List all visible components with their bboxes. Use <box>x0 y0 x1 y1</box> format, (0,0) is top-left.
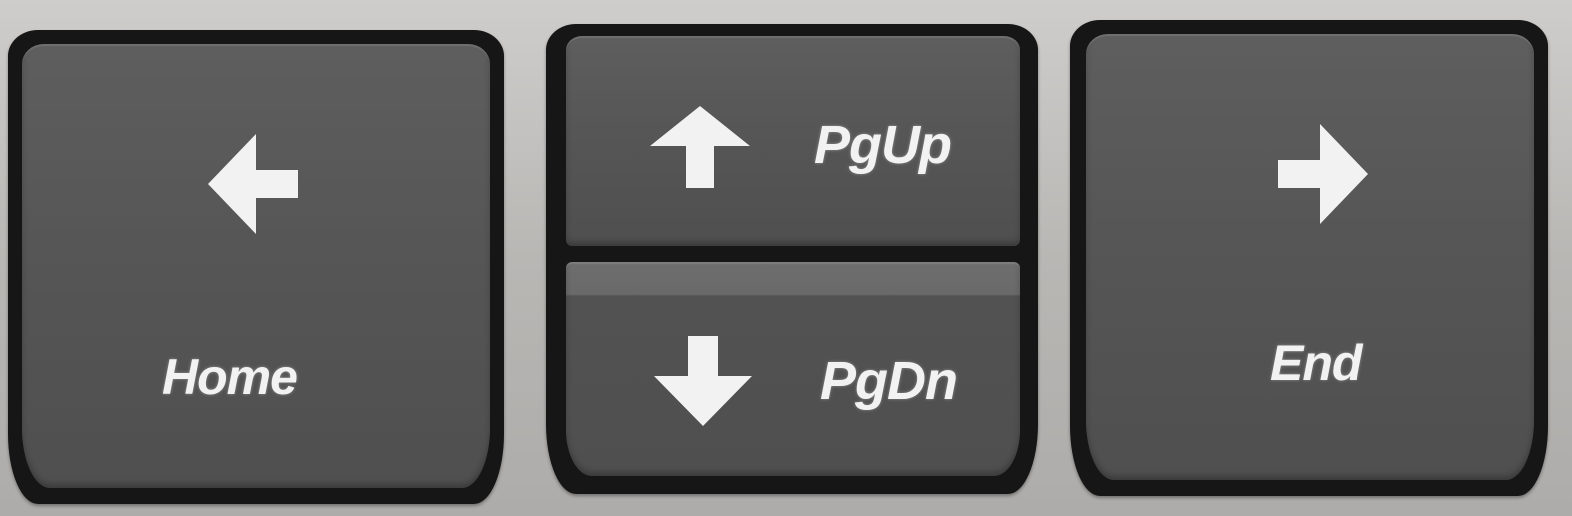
pgup-key[interactable]: PgUp <box>566 36 1020 246</box>
pgdn-key[interactable]: PgDn <box>566 262 1020 476</box>
pgdn-label: PgDn <box>820 351 958 411</box>
home-key[interactable]: Home <box>22 44 490 488</box>
end-key[interactable]: End <box>1086 34 1534 480</box>
pgup-label: PgUp <box>814 115 952 175</box>
home-label: Home <box>162 349 298 405</box>
arrow-up-icon <box>650 106 750 188</box>
arrow-right-icon <box>1276 124 1368 224</box>
arrow-down-icon <box>654 336 752 426</box>
end-label: End <box>1270 335 1362 391</box>
arrow-left-icon <box>208 134 300 234</box>
